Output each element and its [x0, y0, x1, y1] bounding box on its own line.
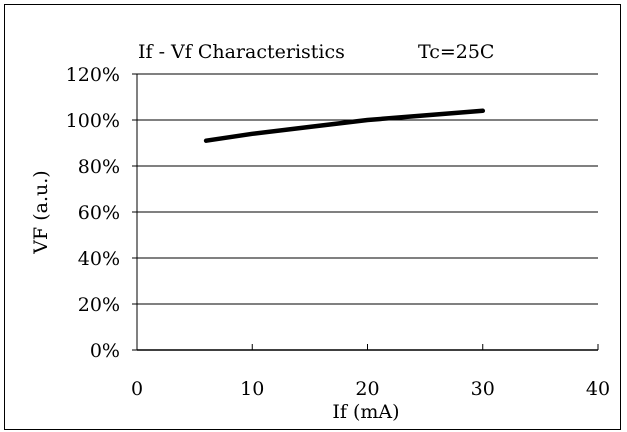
y-tick-label: 100%	[66, 110, 120, 132]
x-tick-label: 30	[471, 378, 495, 400]
y-tick-label: 60%	[78, 202, 120, 224]
x-tick-label: 40	[586, 378, 610, 400]
y-tick-label: 80%	[78, 156, 120, 178]
y-axis-label: VF (a.u.)	[30, 170, 52, 254]
x-tick-labels: 0 10 20 30 40	[131, 378, 610, 400]
chart-title: If - Vf Characteristics	[138, 41, 345, 63]
series-layer	[206, 111, 483, 141]
y-tick-label: 40%	[78, 248, 120, 270]
y-tick-label: 120%	[66, 64, 120, 86]
y-tick-label: 0%	[90, 340, 120, 362]
chart-condition: Tc=25C	[418, 41, 494, 63]
x-axis-label: If (mA)	[332, 401, 399, 423]
y-tick-label: 20%	[78, 294, 120, 316]
grid-lines	[137, 74, 598, 304]
x-tick-label: 10	[240, 378, 264, 400]
x-tick-label: 20	[355, 378, 379, 400]
series-line	[206, 111, 483, 141]
x-tick-label: 0	[131, 378, 143, 400]
y-tick-labels: 0% 20% 40% 60% 80% 100% 120%	[66, 64, 120, 362]
